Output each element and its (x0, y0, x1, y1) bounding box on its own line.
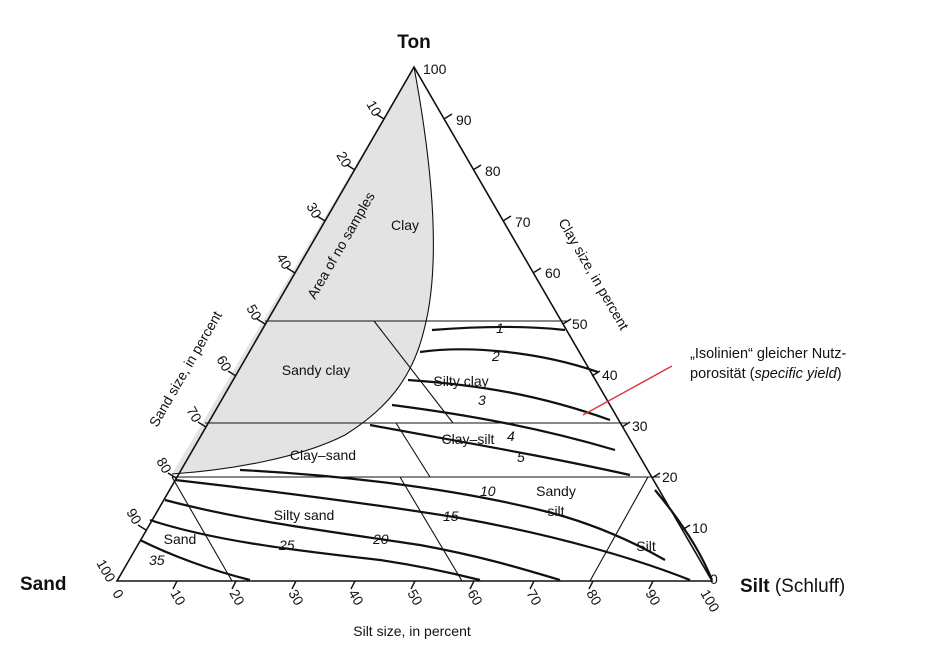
region-clay-sand: Clay–sand (290, 447, 356, 463)
clay-tick: 50 (572, 316, 588, 332)
clay-tick: 0 (710, 571, 718, 587)
tick-marks (137, 113, 691, 590)
clay-tick: 20 (662, 469, 678, 485)
silt-tick: 50 (404, 587, 426, 609)
isolines (139, 325, 714, 582)
isoline-label: 1 (496, 320, 504, 336)
region-sandy-clay: Sandy clay (282, 362, 350, 378)
clay-tick: 40 (602, 367, 618, 383)
isoline-label: 15 (443, 508, 459, 524)
region-silt: Silt (636, 538, 656, 554)
clay-tick: 70 (515, 214, 531, 230)
sand-tick: 90 (123, 506, 145, 528)
isoline-label: 5 (517, 449, 525, 465)
silt-tick: 100 (697, 587, 723, 615)
vertex-label-silt: Silt (740, 576, 770, 597)
isoline-labels: 1 2 3 4 5 10 15 20 25 35 (149, 320, 525, 568)
silt-tick-labels: 0 10 20 30 40 50 60 70 80 90 100 (109, 587, 723, 615)
annotation-line-2: porosität (specific yield) (690, 364, 846, 384)
clay-tick: 30 (632, 418, 648, 434)
class-lines (171, 66, 660, 582)
sand-tick: 100 (93, 557, 119, 585)
sand-tick: 60 (213, 353, 235, 375)
clay-tick: 80 (485, 163, 501, 179)
sand-tick: 70 (183, 404, 205, 426)
sand-tick: 20 (333, 149, 355, 171)
sand-tick: 40 (273, 251, 295, 273)
clay-tick: 10 (692, 520, 708, 536)
sand-tick: 10 (363, 98, 385, 120)
silt-tick: 80 (583, 587, 605, 609)
silt-tick: 30 (285, 587, 307, 609)
clay-tick: 90 (456, 112, 472, 128)
isoline-label: 4 (507, 428, 515, 444)
annotation-pointer (582, 365, 673, 416)
isoline-label: 35 (149, 552, 165, 568)
silt-axis-title: Silt size, in percent (353, 623, 471, 639)
silt-tick: 90 (642, 587, 664, 609)
silt-tick: 40 (345, 587, 367, 609)
sand-tick: 30 (303, 200, 325, 222)
region-sandy-silt: silt (547, 503, 564, 519)
annotation-line-1: „Isolinien“ gleicher Nutz- (690, 346, 847, 362)
annotation-italic: specific yield (754, 366, 837, 382)
sand-tick: 80 (153, 455, 175, 477)
silt-tick: 60 (464, 587, 486, 609)
isoline-label: 25 (278, 537, 295, 553)
sand-tick: 50 (243, 302, 265, 324)
region-sandy-silt: Sandy (536, 483, 576, 499)
clay-tick: 60 (545, 265, 561, 281)
clay-tick: 100 (423, 61, 447, 77)
region-sand: Sand (164, 531, 197, 547)
vertex-label-left: Sand (20, 574, 66, 595)
isoline-label: 2 (491, 348, 500, 364)
shaded-region (172, 67, 434, 474)
region-clay-silt: Clay–silt (442, 431, 495, 447)
silt-tick: 0 (109, 587, 127, 602)
annotation-text-end: ) (836, 366, 842, 382)
silt-tick: 10 (167, 587, 189, 609)
isoline-label: 10 (480, 483, 496, 499)
vertex-label-schluff: (Schluff) (774, 576, 846, 597)
region-silty-clay: Silty clay (433, 373, 488, 389)
region-clay: Clay (391, 217, 419, 233)
clay-tick-labels: 100 90 80 70 60 50 40 30 20 10 0 (423, 61, 718, 587)
annotation-text: porosität ( (690, 366, 755, 382)
silt-tick: 20 (226, 587, 248, 609)
isoline-label: 20 (372, 531, 389, 547)
isoline-label: 3 (478, 392, 486, 408)
isoline-annotation: „Isolinien“ gleicher Nutz- porosität (sp… (690, 344, 846, 384)
silt-tick: 70 (523, 587, 545, 609)
clay-axis-title: Clay size, in percent (555, 216, 632, 333)
vertex-label-top: Ton (397, 32, 430, 53)
region-silty-sand: Silty sand (274, 507, 335, 523)
vertex-label-right: Silt (Schluff) (740, 576, 845, 598)
